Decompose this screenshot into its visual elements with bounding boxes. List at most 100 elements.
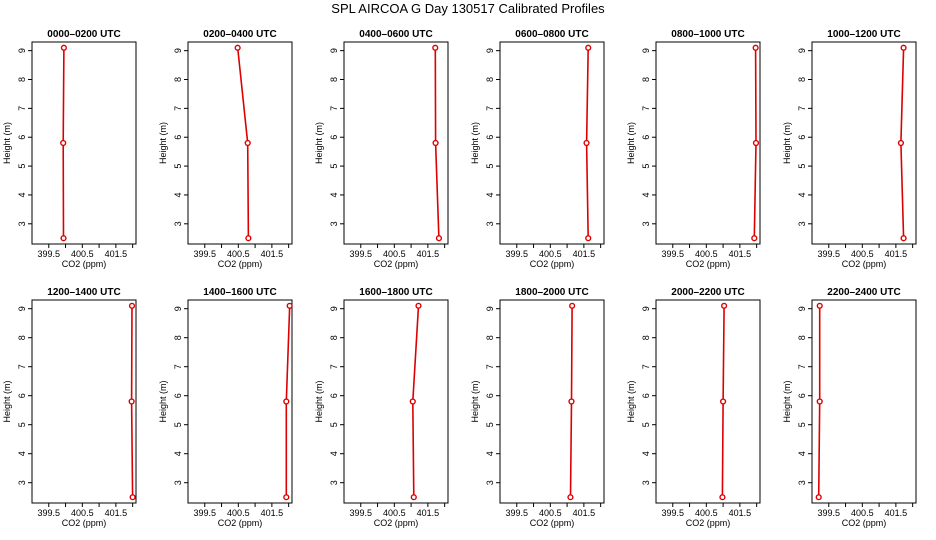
y-tick-label: 6 — [17, 135, 27, 140]
profile-point — [432, 44, 439, 51]
y-tick-label: 5 — [485, 164, 495, 169]
y-tick-label: 4 — [797, 192, 807, 197]
profile-point — [60, 139, 67, 147]
profile-panel: 0000–0200 UTC 399.5 400.5 401.5 3 4 5 6 7 8 9 CO2 (… — [2, 29, 137, 269]
y-axis-label: Height (m) — [2, 380, 12, 422]
x-tick-label: 401.5 — [105, 508, 128, 518]
y-tick-label: 5 — [485, 422, 495, 427]
y-axis-label: Height (m) — [782, 122, 792, 164]
y-tick-label: 4 — [173, 192, 183, 197]
y-tick-label: 4 — [17, 451, 27, 456]
profile-point — [815, 494, 822, 501]
y-tick-label: 3 — [17, 221, 27, 226]
panel-title: 0600–0800 UTC — [515, 29, 588, 40]
y-tick-label: 8 — [485, 335, 495, 340]
y-tick-label: 6 — [329, 135, 339, 140]
x-tick-label: 399.5 — [506, 508, 529, 518]
y-tick-label: 5 — [797, 164, 807, 169]
y-axis-label: Height (m) — [626, 122, 636, 164]
profile-point — [721, 302, 728, 309]
y-axis-label: Height (m) — [158, 122, 168, 164]
plot-frame — [655, 41, 761, 245]
y-tick-label: 5 — [173, 164, 183, 169]
panel-title: 0800–1000 UTC — [671, 29, 744, 40]
profile-point — [415, 302, 422, 309]
y-tick-label: 6 — [641, 393, 651, 398]
x-tick-label: 401.5 — [261, 249, 284, 259]
profile-point — [752, 139, 760, 147]
y-tick-label: 4 — [485, 451, 495, 456]
profile-point — [60, 44, 67, 51]
x-axis-label: CO2 (ppm) — [374, 518, 419, 528]
x-tick-label: 401.5 — [261, 508, 284, 518]
profile-panel: 0400–0600 UTC 399.5 400.5 401.5 3 4 5 6 7 8 9 CO2 (… — [314, 29, 449, 269]
plot-frame — [655, 299, 761, 504]
profile-point — [583, 139, 590, 147]
y-tick-label: 7 — [329, 364, 339, 369]
y-tick-label: 6 — [173, 393, 183, 398]
x-axis-label: CO2 (ppm) — [218, 259, 263, 269]
y-tick-label: 9 — [641, 48, 651, 53]
y-tick-label: 8 — [485, 77, 495, 82]
y-tick-label: 6 — [17, 393, 27, 398]
y-tick-label: 9 — [17, 48, 27, 53]
x-tick-label: 399.5 — [194, 249, 217, 259]
x-tick-label: 400.5 — [227, 508, 250, 518]
x-axis-label: CO2 (ppm) — [530, 518, 575, 528]
y-tick-label: 7 — [641, 106, 651, 111]
profile-point — [585, 44, 592, 51]
y-tick-label: 3 — [485, 221, 495, 226]
plot-frame — [343, 299, 449, 504]
x-tick-label: 401.5 — [885, 249, 908, 259]
y-tick-label: 8 — [329, 77, 339, 82]
panel-title: 1000–1200 UTC — [827, 29, 900, 40]
y-tick-label: 4 — [329, 451, 339, 456]
x-axis-label: CO2 (ppm) — [62, 259, 107, 269]
x-tick-label: 399.5 — [818, 249, 841, 259]
profile-point — [719, 398, 727, 405]
x-tick-label: 400.5 — [539, 508, 562, 518]
y-tick-label: 5 — [17, 164, 27, 169]
x-tick-label: 399.5 — [38, 249, 61, 259]
y-tick-label: 9 — [329, 48, 339, 53]
profile-point — [409, 398, 416, 405]
y-tick-label: 7 — [17, 106, 27, 111]
y-tick-label: 7 — [485, 364, 495, 369]
panel-title: 0000–0200 UTC — [47, 29, 120, 40]
x-axis-label: CO2 (ppm) — [530, 259, 575, 269]
panel-title: 1600–1800 UTC — [359, 287, 432, 298]
x-tick-label: 400.5 — [71, 249, 94, 259]
y-tick-label: 9 — [329, 306, 339, 311]
y-tick-label: 8 — [329, 335, 339, 340]
y-tick-label: 5 — [329, 164, 339, 169]
y-tick-label: 6 — [485, 135, 495, 140]
profile-point — [432, 139, 439, 147]
profile-panel: 0200–0400 UTC 399.5 400.5 401.5 3 4 5 6 7 8 9 CO2 (… — [158, 29, 293, 269]
y-tick-label: 8 — [173, 77, 183, 82]
plot-frame — [343, 41, 449, 245]
profile-point — [585, 235, 592, 242]
profile-point — [900, 235, 907, 242]
profile-point — [752, 44, 759, 51]
x-tick-label: 399.5 — [38, 508, 61, 518]
panel-title: 2200–2400 UTC — [827, 287, 900, 298]
profile-point — [567, 494, 574, 501]
y-tick-label: 7 — [797, 106, 807, 111]
profile-point — [751, 235, 758, 242]
x-axis-label: CO2 (ppm) — [62, 518, 107, 528]
x-tick-label: 399.5 — [194, 508, 217, 518]
x-tick-label: 401.5 — [573, 508, 596, 518]
figure-title: SPL AIRCOA G Day 130517 Calibrated Profi… — [331, 1, 605, 16]
profile-point — [897, 139, 905, 147]
profile-point — [286, 302, 293, 309]
x-tick-label: 401.5 — [729, 508, 752, 518]
y-tick-label: 4 — [797, 451, 807, 456]
y-tick-label: 3 — [17, 480, 27, 485]
y-tick-label: 8 — [173, 335, 183, 340]
profile-point — [244, 139, 251, 147]
y-tick-label: 9 — [485, 306, 495, 311]
x-tick-label: 400.5 — [695, 508, 718, 518]
x-tick-label: 400.5 — [851, 249, 874, 259]
panel-title: 0400–0600 UTC — [359, 29, 432, 40]
